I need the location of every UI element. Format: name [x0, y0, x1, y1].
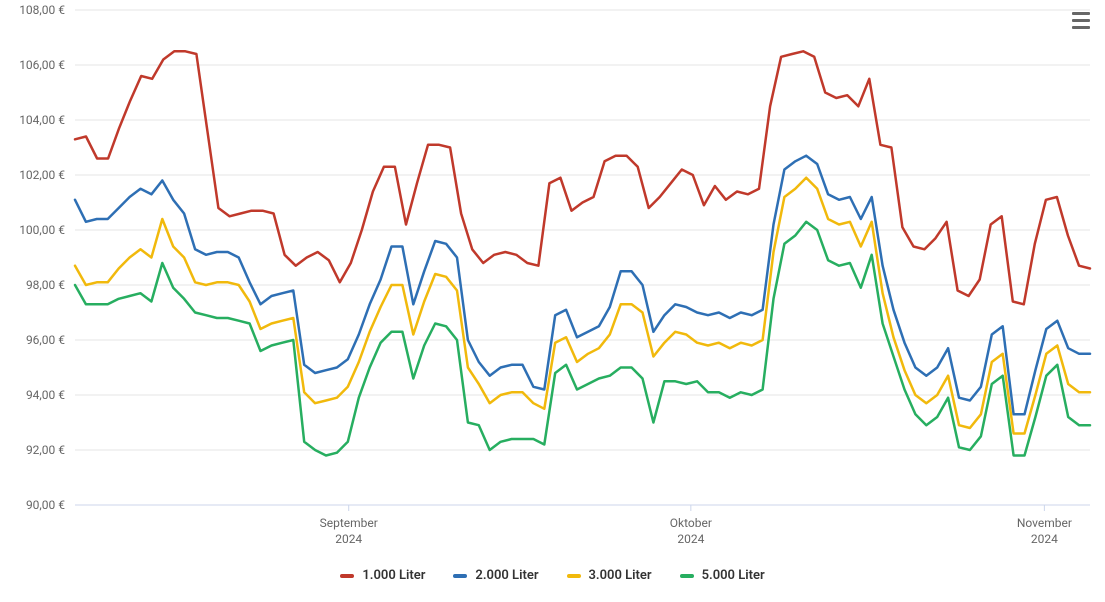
- series-s1000: [75, 51, 1090, 304]
- series-s5000: [75, 222, 1090, 456]
- legend-swatch: [567, 574, 581, 578]
- x-tick-year: 2024: [1031, 532, 1058, 546]
- price-line-chart: 90,00 € 92,00 € 94,00 € 96,00 € 98,00 € 100,0…: [0, 0, 1105, 602]
- chart-container: 90,00 € 92,00 € 94,00 € 96,00 € 98,00 € 100,0…: [0, 0, 1105, 602]
- y-tick-label: 108,00 €: [19, 3, 65, 17]
- y-tick-label: 102,00 €: [19, 168, 65, 182]
- legend-swatch: [340, 574, 354, 578]
- legend-item-s3000[interactable]: 3.000 Liter: [567, 568, 652, 583]
- legend-item-s5000[interactable]: 5.000 Liter: [680, 568, 765, 583]
- legend-item-s2000[interactable]: 2.000 Liter: [453, 568, 538, 583]
- hamburger-icon: [1072, 12, 1090, 15]
- y-tick-label: 90,00 €: [26, 498, 65, 512]
- chart-menu-button[interactable]: [1069, 8, 1093, 32]
- legend-swatch: [453, 574, 467, 578]
- legend-label: 5.000 Liter: [702, 568, 765, 583]
- legend-label: 3.000 Liter: [589, 568, 652, 583]
- chart-legend: 1.000 Liter 2.000 Liter 3.000 Liter 5.000 L…: [0, 568, 1105, 583]
- legend-label: 2.000 Liter: [475, 568, 538, 583]
- y-tick-label: 92,00 €: [26, 443, 65, 457]
- x-tick-year: 2024: [335, 532, 362, 546]
- y-tick-label: 100,00 €: [19, 223, 65, 237]
- legend-label: 1.000 Liter: [362, 568, 425, 583]
- x-tick-month: Oktober: [670, 516, 712, 530]
- y-tick-label: 106,00 €: [19, 58, 65, 72]
- legend-item-s1000[interactable]: 1.000 Liter: [340, 568, 425, 583]
- legend-swatch: [680, 574, 694, 578]
- x-tick-month: September: [320, 516, 378, 530]
- y-tick-label: 94,00 €: [26, 388, 65, 402]
- y-tick-label: 98,00 €: [26, 278, 65, 292]
- x-tick-month: November: [1017, 516, 1072, 530]
- x-tick-year: 2024: [677, 532, 704, 546]
- y-tick-label: 96,00 €: [26, 333, 65, 347]
- y-tick-label: 104,00 €: [19, 113, 65, 127]
